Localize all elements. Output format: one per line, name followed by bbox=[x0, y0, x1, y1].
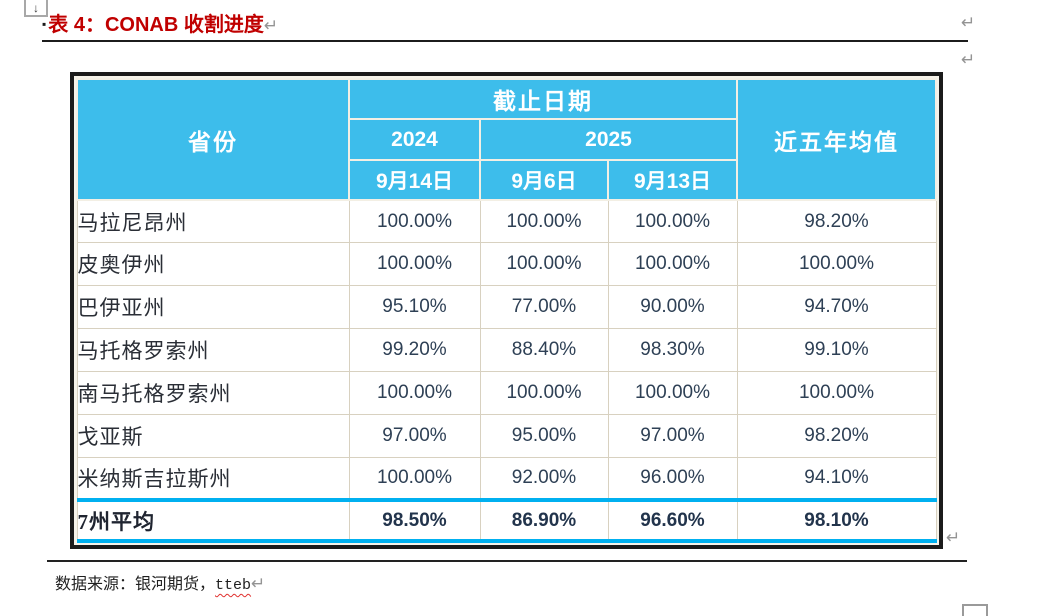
province-cell: 马托格罗索州 bbox=[76, 328, 350, 372]
table-row: 戈亚斯 97.00% 95.00% 97.00% 98.20% bbox=[76, 413, 937, 458]
paragraph-return-icon: ↵ bbox=[946, 528, 961, 548]
conab-harvest-table: 省份 截止日期 近五年均值 2024 2025 9月14日 9月6日 9月13日… bbox=[70, 72, 943, 549]
value-cell: 95.00% bbox=[479, 413, 609, 458]
province-cell: 皮奥伊州 bbox=[76, 242, 350, 287]
down-arrow-icon: ↓ bbox=[33, 1, 39, 15]
province-cell: 马拉尼昂州 bbox=[76, 199, 350, 244]
value-cell: 100.00% bbox=[479, 242, 609, 287]
bullet-icon: ▪ bbox=[42, 17, 47, 31]
paragraph-return-icon: ↵ bbox=[263, 16, 279, 36]
table-header: 省份 截止日期 近五年均值 2024 2025 9月14日 9月6日 9月13日 bbox=[76, 78, 937, 201]
value-cell: 90.00% bbox=[607, 285, 738, 330]
province-cell: 戈亚斯 bbox=[76, 413, 350, 458]
object-handle[interactable] bbox=[962, 604, 988, 616]
table-total-row: 7州平均 98.50% 86.90% 96.60% 98.10% bbox=[76, 498, 937, 543]
province-cell: 巴伊亚州 bbox=[76, 285, 350, 330]
table-body: 马拉尼昂州 100.00% 100.00% 100.00% 98.20% 皮奥伊州 100.… bbox=[76, 199, 937, 501]
value-cell: 100.00% bbox=[348, 242, 481, 287]
value-cell: 100.00% bbox=[348, 199, 481, 244]
value-cell: 77.00% bbox=[479, 285, 609, 330]
value-cell: 100.00% bbox=[607, 199, 738, 244]
header-deadline-group: 截止日期 bbox=[348, 78, 738, 120]
total-value-cell: 98.10% bbox=[736, 498, 937, 543]
table-row: 马拉尼昂州 100.00% 100.00% 100.00% 98.20% bbox=[76, 199, 937, 244]
header-date-sep14: 9月14日 bbox=[348, 159, 481, 201]
value-cell: 100.00% bbox=[736, 242, 937, 287]
header-year-2024: 2024 bbox=[348, 118, 481, 161]
value-cell: 100.00% bbox=[736, 371, 937, 415]
value-cell: 98.30% bbox=[607, 328, 738, 372]
value-cell: 98.20% bbox=[736, 413, 937, 458]
table-row: 米纳斯吉拉斯州 100.00% 92.00% 96.00% 94.10% bbox=[76, 456, 937, 501]
value-cell: 95.10% bbox=[348, 285, 481, 330]
data-source-label: 数据来源：银河期货， bbox=[55, 576, 216, 593]
value-cell: 94.10% bbox=[736, 456, 937, 501]
value-cell: 97.00% bbox=[607, 413, 738, 458]
value-cell: 96.00% bbox=[607, 456, 738, 501]
total-value-cell: 96.60% bbox=[607, 498, 738, 543]
value-cell: 99.10% bbox=[736, 328, 937, 372]
table-row: 南马托格罗索州 100.00% 100.00% 100.00% 100.00% bbox=[76, 371, 937, 415]
data-source-note: 数据来源：银河期货，tteb↵ bbox=[55, 570, 265, 594]
footer-divider bbox=[47, 560, 967, 562]
total-value-cell: 86.90% bbox=[479, 498, 609, 543]
value-cell: 100.00% bbox=[348, 456, 481, 501]
value-cell: 98.20% bbox=[736, 199, 937, 244]
table-row: 皮奥伊州 100.00% 100.00% 100.00% 100.00% bbox=[76, 242, 937, 287]
title-underline bbox=[42, 40, 968, 42]
total-value-cell: 98.50% bbox=[348, 498, 481, 543]
value-cell: 92.00% bbox=[479, 456, 609, 501]
table-total-section: 7州平均 98.50% 86.90% 96.60% 98.10% bbox=[76, 498, 937, 543]
table-anchor-handle[interactable]: ↓ bbox=[24, 0, 48, 17]
value-cell: 100.00% bbox=[607, 371, 738, 415]
header-five-year-avg: 近五年均值 bbox=[736, 78, 937, 201]
paragraph-return-icon: ↵ bbox=[251, 574, 266, 594]
value-cell: 100.00% bbox=[479, 371, 609, 415]
value-cell: 88.40% bbox=[479, 328, 609, 372]
header-date-sep6: 9月6日 bbox=[479, 159, 609, 201]
table-caption: ▪ 表 4：CONAB 收割进度↵ bbox=[42, 8, 278, 37]
value-cell: 100.00% bbox=[607, 242, 738, 287]
paragraph-return-icon: ↵ bbox=[961, 13, 976, 33]
header-year-2025: 2025 bbox=[479, 118, 738, 161]
table-caption-text: 表 4：CONAB 收割进度 bbox=[48, 14, 264, 36]
data-source-word: tteb bbox=[215, 577, 252, 594]
value-cell: 100.00% bbox=[348, 371, 481, 415]
province-cell: 南马托格罗索州 bbox=[76, 371, 350, 415]
value-cell: 94.70% bbox=[736, 285, 937, 330]
table-row: 马托格罗索州 99.20% 88.40% 98.30% 99.10% bbox=[76, 328, 937, 372]
value-cell: 100.00% bbox=[479, 199, 609, 244]
header-date-sep13: 9月13日 bbox=[607, 159, 738, 201]
paragraph-return-icon: ↵ bbox=[961, 50, 976, 70]
total-label-cell: 7州平均 bbox=[76, 498, 350, 543]
province-cell: 米纳斯吉拉斯州 bbox=[76, 456, 350, 501]
header-province: 省份 bbox=[76, 78, 350, 201]
value-cell: 97.00% bbox=[348, 413, 481, 458]
value-cell: 99.20% bbox=[348, 328, 481, 372]
table-row: 巴伊亚州 95.10% 77.00% 90.00% 94.70% bbox=[76, 285, 937, 330]
